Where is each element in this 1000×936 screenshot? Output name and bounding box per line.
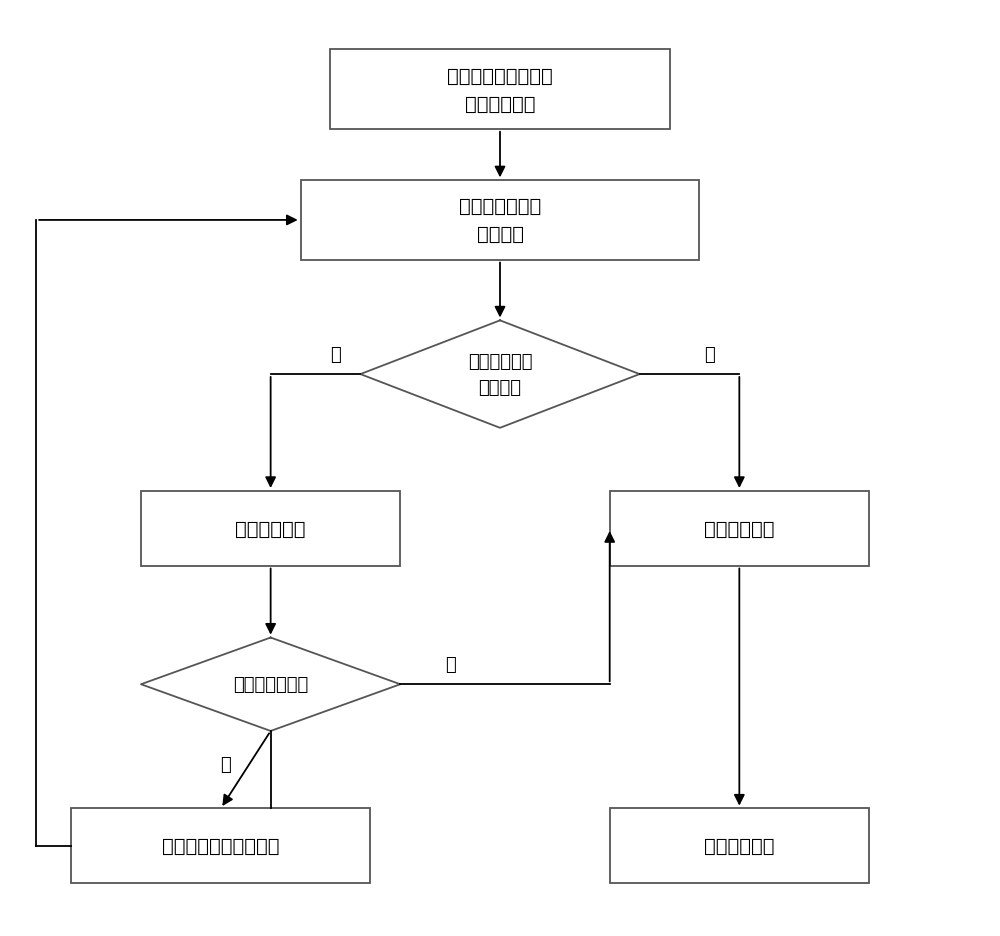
Bar xyxy=(610,491,869,566)
Bar xyxy=(610,809,869,884)
Text: 否: 否 xyxy=(445,655,456,673)
Text: 相关无功优化装置投切: 相关无功优化装置投切 xyxy=(162,837,280,856)
Polygon shape xyxy=(360,321,640,429)
Text: 相关网络重构: 相关网络重构 xyxy=(235,519,306,538)
Polygon shape xyxy=(141,637,400,731)
Bar xyxy=(141,491,400,566)
Text: 无功优化装置
是否投切: 无功优化装置 是否投切 xyxy=(468,353,532,397)
Text: 全网潮流计算: 全网潮流计算 xyxy=(704,519,775,538)
Text: 配电网网络重构
无功优化: 配电网网络重构 无功优化 xyxy=(459,197,541,244)
Text: 否: 否 xyxy=(704,345,715,363)
Text: 是否有网络重构: 是否有网络重构 xyxy=(233,676,308,694)
Text: 是: 是 xyxy=(220,754,231,773)
Text: 停止优化计算: 停止优化计算 xyxy=(704,837,775,856)
Text: 读入网络及负荷数据
全网潮流计算: 读入网络及负荷数据 全网潮流计算 xyxy=(447,66,553,113)
Bar xyxy=(71,809,370,884)
Text: 是: 是 xyxy=(330,345,341,363)
Bar xyxy=(330,51,670,130)
Bar xyxy=(301,181,699,260)
